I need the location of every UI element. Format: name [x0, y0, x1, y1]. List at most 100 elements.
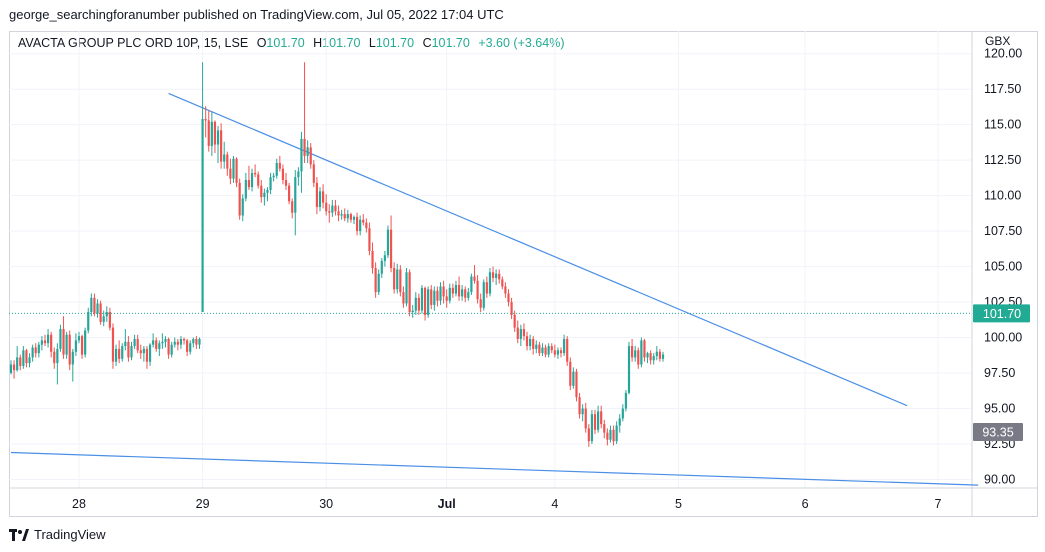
candle-body [269, 177, 272, 190]
candle-body [532, 338, 535, 349]
candle-body [263, 192, 266, 198]
candle-body [510, 302, 513, 315]
candle-body [158, 343, 161, 349]
candle-body [646, 353, 649, 358]
candle-body [74, 340, 77, 352]
time-tick-label: Jul [438, 497, 456, 511]
candle-body [374, 268, 377, 293]
candle-body [461, 289, 464, 297]
candle-body [204, 118, 207, 121]
candle-body [331, 205, 334, 213]
candle-body [519, 329, 522, 339]
candle-body [99, 303, 102, 322]
candle-body [485, 282, 488, 294]
brand-name: TradingView [34, 527, 106, 542]
candle-body [176, 341, 179, 345]
open-value: 101.70 [266, 36, 305, 50]
candle-body [46, 334, 50, 344]
currency-label: GBX [985, 34, 1011, 48]
candle-body [124, 341, 127, 347]
price-tick-label: 95.00 [984, 402, 1015, 416]
candle-body [164, 338, 167, 342]
chart-legend: AVACTA GROUP PLC ORD 10P, 15, LSE O101.7… [18, 36, 564, 50]
candle-body [396, 269, 399, 290]
price-tick-label: 105.00 [984, 260, 1022, 274]
candle-body [498, 273, 501, 280]
candle-body [16, 357, 19, 371]
candle-body [355, 216, 359, 232]
candle-body [501, 279, 504, 287]
candle-body [349, 214, 352, 220]
candle-body [50, 334, 53, 352]
candle-body [402, 292, 405, 304]
chart-frame[interactable] [9, 31, 1038, 517]
candle-body [482, 282, 485, 308]
candle-body [43, 340, 47, 344]
candle-body [235, 158, 238, 183]
candle-body [389, 229, 393, 269]
low-label: L [368, 36, 376, 50]
symbol-name[interactable]: AVACTA GROUP PLC ORD 10P, 15, LSE [18, 36, 249, 50]
last-price-badge [973, 304, 1030, 323]
candle-body [53, 351, 56, 364]
tradingview-logo[interactable]: TradingView [9, 527, 106, 542]
candle-body [297, 171, 300, 178]
candle-body [343, 214, 346, 219]
time-tick-label: 29 [196, 497, 210, 511]
candle-body [306, 147, 309, 156]
candle-body [430, 289, 433, 305]
candle-body [427, 289, 430, 315]
candle-body [516, 327, 519, 339]
candle-body [578, 397, 581, 415]
candle-body [470, 276, 473, 293]
candle-body [220, 130, 223, 162]
candle-body [386, 229, 390, 256]
candle-body [411, 310, 414, 313]
candle-body [247, 180, 251, 188]
candle-body [68, 334, 71, 365]
candle-body [563, 338, 566, 354]
candle-body [139, 350, 142, 354]
candle-body [359, 219, 362, 232]
candle-body [229, 168, 232, 179]
time-tick-label: 5 [675, 497, 682, 511]
trendline[interactable] [168, 92, 908, 407]
close-value: 101.70 [431, 36, 470, 50]
candle-body [612, 429, 615, 442]
candle-body [383, 255, 386, 261]
high-value: 101.70 [322, 36, 361, 50]
candle-body [192, 338, 195, 344]
trendline[interactable] [10, 451, 979, 486]
candle-body [522, 329, 526, 337]
candle-body [442, 286, 445, 297]
candle-body [102, 316, 105, 322]
candle-body [312, 164, 315, 183]
candle-body [93, 297, 96, 314]
candle-body [627, 346, 631, 393]
candle-body [525, 336, 529, 347]
candle-body [420, 287, 424, 311]
candle-body [28, 357, 31, 364]
candle-body [260, 185, 263, 198]
candle-body [473, 276, 476, 281]
price-tick-label: 100.00 [984, 331, 1022, 345]
candle-body [569, 361, 572, 386]
tradingview-logo-icon [9, 528, 29, 541]
candle-body [566, 338, 569, 362]
candle-body [340, 214, 343, 216]
candle-body [278, 162, 281, 169]
candle-body [603, 424, 606, 433]
candle-body [454, 285, 458, 294]
candle-body [587, 428, 590, 442]
candle-body [266, 189, 269, 193]
candle-body [96, 303, 99, 314]
candle-body [254, 172, 257, 175]
candle-body [445, 296, 448, 301]
candle-body [275, 162, 278, 176]
candle-body [182, 338, 186, 341]
candle-body [544, 347, 547, 355]
candle-body [553, 350, 556, 355]
time-tick-label: 6 [802, 497, 809, 511]
candle-body [127, 341, 130, 358]
